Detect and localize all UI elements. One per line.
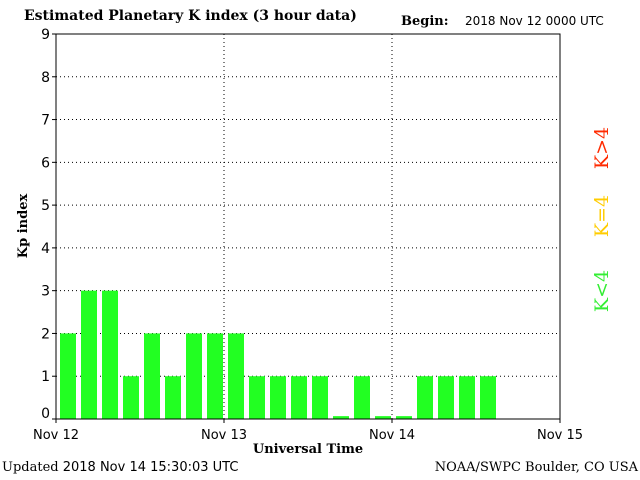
kp-bar xyxy=(249,376,265,419)
kp-bar xyxy=(186,333,202,419)
y-tick-label: 0 xyxy=(41,406,50,422)
x-tick-labels: Nov 12 Nov 13 Nov 14 Nov 15 xyxy=(33,419,583,443)
kp-bar xyxy=(333,416,349,419)
y-tick-label: 6 xyxy=(41,155,50,171)
y-axis-label: Kp index xyxy=(16,194,31,259)
x-tick-label: Nov 12 xyxy=(33,428,79,443)
kp-bar xyxy=(312,376,328,419)
bars xyxy=(60,290,496,419)
x-axis-label: Universal Time xyxy=(253,442,363,457)
kp-bar xyxy=(375,416,391,419)
y-tick-label: 1 xyxy=(41,369,50,385)
credit-line: NOAA/SWPC Boulder, CO USA xyxy=(434,460,638,475)
kp-bar xyxy=(60,333,76,419)
y-tick-label: 4 xyxy=(41,241,50,257)
kp-bar xyxy=(102,290,118,419)
begin-value: 2018 Nov 12 0000 UTC xyxy=(465,14,604,28)
kp-bar xyxy=(417,376,433,419)
y-tick-label: 2 xyxy=(41,326,50,342)
kp-bar xyxy=(270,376,286,419)
kp-bar xyxy=(144,333,160,419)
kp-bar xyxy=(480,376,496,419)
y-tick-label: 8 xyxy=(41,70,50,86)
kp-bar xyxy=(354,376,370,419)
kp-bar xyxy=(228,333,244,419)
legend-k-greater-4: K>4 xyxy=(591,127,613,169)
grid-lines xyxy=(56,34,560,419)
kp-bar xyxy=(291,376,307,419)
y-tick-label: 9 xyxy=(41,27,50,43)
y-tick-label: 5 xyxy=(41,198,50,214)
updated-label: Updated xyxy=(2,460,59,475)
legend-k-equal-4: K=4 xyxy=(591,195,613,237)
kp-bar xyxy=(459,376,475,419)
legend-k-less-4: K<4 xyxy=(591,270,613,312)
y-tick-labels: 0 1 2 3 4 5 6 7 8 9 xyxy=(41,27,56,422)
x-tick-label: Nov 15 xyxy=(537,428,583,443)
x-tick-label: Nov 13 xyxy=(201,428,247,443)
updated-value: 2018 Nov 14 15:30:03 UTC xyxy=(62,460,239,475)
kp-bar xyxy=(165,376,181,419)
kp-bar xyxy=(81,290,97,419)
plot-frame xyxy=(55,33,561,420)
x-tick-label: Nov 14 xyxy=(369,428,415,443)
kp-bar xyxy=(396,416,412,419)
y-tick-label: 7 xyxy=(41,113,50,129)
updated-line: Updated 2018 Nov 14 15:30:03 UTC xyxy=(2,460,238,475)
begin-label: Begin: xyxy=(401,14,449,29)
kp-bar xyxy=(123,376,139,419)
kp-bar xyxy=(207,333,223,419)
kp-bar xyxy=(438,376,454,419)
chart-title: Estimated Planetary K index (3 hour data… xyxy=(24,8,357,24)
y-tick-label: 3 xyxy=(41,284,50,300)
